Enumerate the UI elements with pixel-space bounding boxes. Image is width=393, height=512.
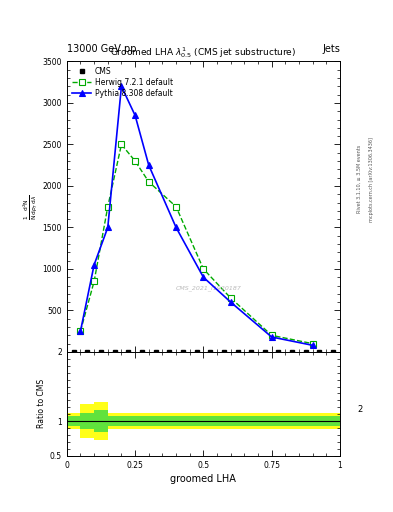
Pythia 8.308 default: [133, 112, 138, 118]
Herwig 7.2.1 default: [228, 295, 233, 301]
CMS: [112, 349, 117, 355]
Herwig 7.2.1 default: [146, 179, 151, 185]
Text: CMS_2021_I1920187: CMS_2021_I1920187: [176, 285, 242, 291]
Pythia 8.308 default: [310, 342, 315, 348]
CMS: [208, 349, 213, 355]
Herwig 7.2.1 default: [105, 204, 110, 210]
Herwig 7.2.1 default: [78, 328, 83, 334]
Pythia 8.308 default: [78, 328, 83, 334]
CMS: [140, 349, 144, 355]
Text: Jets: Jets: [322, 44, 340, 54]
CMS: [222, 349, 226, 355]
CMS: [153, 349, 158, 355]
CMS: [290, 349, 294, 355]
Herwig 7.2.1 default: [133, 158, 138, 164]
Pythia 8.308 default: [92, 262, 97, 268]
Pythia 8.308 default: [105, 224, 110, 230]
Herwig 7.2.1 default: [201, 266, 206, 272]
Herwig 7.2.1 default: [119, 141, 124, 147]
X-axis label: groomed LHA: groomed LHA: [171, 474, 236, 484]
CMS: [235, 349, 240, 355]
CMS: [263, 349, 267, 355]
CMS: [249, 349, 253, 355]
CMS: [126, 349, 130, 355]
Pythia 8.308 default: [269, 334, 274, 340]
Text: Rivet 3.1.10, ≥ 3.5M events: Rivet 3.1.10, ≥ 3.5M events: [357, 145, 362, 214]
CMS: [180, 349, 185, 355]
CMS: [85, 349, 90, 355]
Legend: CMS, Herwig 7.2.1 default, Pythia 8.308 default: CMS, Herwig 7.2.1 default, Pythia 8.308 …: [71, 65, 175, 99]
Line: Pythia 8.308 default: Pythia 8.308 default: [77, 83, 316, 349]
Line: CMS: CMS: [72, 350, 335, 354]
CMS: [276, 349, 281, 355]
Pythia 8.308 default: [228, 299, 233, 305]
Text: 13000 GeV pp: 13000 GeV pp: [67, 44, 136, 54]
Text: 2: 2: [357, 405, 362, 414]
Y-axis label: $\frac{1}{\mathrm{N}}\frac{\mathrm{d}^2\mathrm{N}}{\mathrm{d}p_T\,\mathrm{d}\lam: $\frac{1}{\mathrm{N}}\frac{\mathrm{d}^2\…: [22, 194, 40, 220]
Text: mcplots.cern.ch [arXiv:1306.3436]: mcplots.cern.ch [arXiv:1306.3436]: [369, 137, 374, 222]
Herwig 7.2.1 default: [269, 332, 274, 338]
Herwig 7.2.1 default: [310, 340, 315, 347]
Y-axis label: Ratio to CMS: Ratio to CMS: [37, 379, 46, 429]
Pythia 8.308 default: [119, 83, 124, 90]
CMS: [167, 349, 172, 355]
CMS: [71, 349, 76, 355]
Pythia 8.308 default: [174, 224, 178, 230]
CMS: [317, 349, 322, 355]
Pythia 8.308 default: [201, 274, 206, 280]
Herwig 7.2.1 default: [92, 279, 97, 285]
CMS: [303, 349, 308, 355]
CMS: [99, 349, 103, 355]
Line: Herwig 7.2.1 default: Herwig 7.2.1 default: [77, 141, 316, 347]
CMS: [331, 349, 336, 355]
Herwig 7.2.1 default: [174, 204, 178, 210]
Pythia 8.308 default: [146, 162, 151, 168]
CMS: [194, 349, 199, 355]
Title: Groomed LHA $\lambda^{1}_{0.5}$ (CMS jet substructure): Groomed LHA $\lambda^{1}_{0.5}$ (CMS jet…: [110, 46, 296, 60]
